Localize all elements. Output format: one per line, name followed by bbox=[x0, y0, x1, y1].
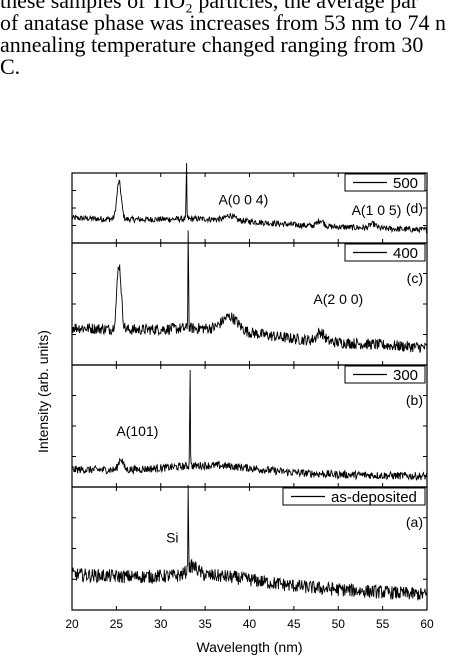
body-text: these samples of TiO₂ particles, the ave… bbox=[0, 0, 474, 78]
body-text-line: of anatase phase was increases from 53 n… bbox=[0, 10, 446, 35]
panel-label: (c) bbox=[407, 270, 423, 286]
x-tick-label: 45 bbox=[287, 617, 301, 631]
peak-annotation: Si bbox=[166, 529, 178, 545]
x-tick-label: 25 bbox=[110, 617, 124, 631]
x-tick-label: 60 bbox=[420, 617, 434, 631]
legend-label: 400 bbox=[393, 245, 418, 262]
panel: as-deposited (a) Si bbox=[71, 485, 428, 611]
y-axis-label: Intensity (arb. units) bbox=[35, 330, 51, 453]
legend-box bbox=[282, 487, 426, 506]
panel: 300 (b) A(101) bbox=[71, 364, 428, 488]
peak-annotation: A(0 0 4) bbox=[218, 192, 268, 208]
x-tick-label: 35 bbox=[198, 617, 212, 631]
x-tick-label: 20 bbox=[65, 617, 79, 631]
x-tick-label: 30 bbox=[154, 617, 168, 631]
peak-annotation: A(1 0 5) bbox=[352, 202, 402, 218]
panel-label: (b) bbox=[406, 392, 423, 408]
legend-label: as-deposited bbox=[331, 489, 417, 506]
body-text-line: these samples of TiO₂ particles, the ave… bbox=[0, 0, 419, 13]
series-line bbox=[71, 369, 428, 481]
legend-label: 500 bbox=[393, 175, 418, 192]
x-tick-label: 55 bbox=[376, 617, 390, 631]
panel: 400 (c) A(2 0 0) bbox=[71, 230, 428, 366]
series-line bbox=[71, 163, 428, 234]
x-axis-label: Wavelength (nm) bbox=[196, 639, 302, 655]
x-tick-label: 50 bbox=[332, 617, 346, 631]
body-text-line: annealing temperature changed ranging fr… bbox=[0, 32, 424, 57]
series-line bbox=[71, 485, 428, 601]
chart-root: 500 (d) A(0 0 4) A(1 0 5) 400 (c) A(2 0 0) 300 (… bbox=[35, 163, 434, 655]
panel-label: (d) bbox=[406, 200, 423, 216]
body-text-line: C. bbox=[0, 54, 21, 79]
legend-label: 300 bbox=[393, 367, 418, 384]
x-tick-label: 40 bbox=[243, 617, 257, 631]
series-line bbox=[71, 230, 428, 353]
panel: 500 (d) A(0 0 4) A(1 0 5) bbox=[71, 163, 428, 244]
peak-annotation: A(2 0 0) bbox=[313, 291, 363, 307]
peak-annotation: A(101) bbox=[116, 423, 158, 439]
panel-label: (a) bbox=[406, 514, 423, 530]
